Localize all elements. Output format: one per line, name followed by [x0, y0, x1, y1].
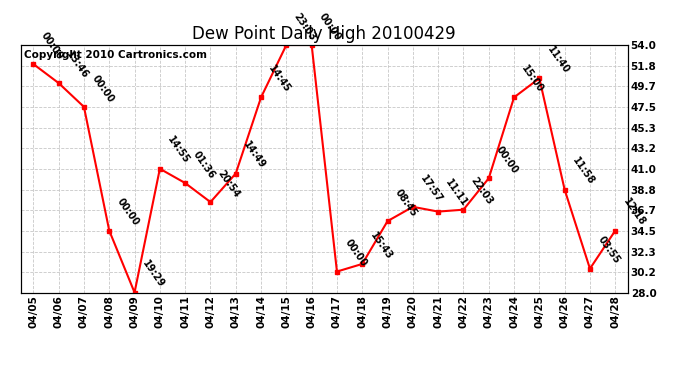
- Text: 00:00: 00:00: [90, 73, 115, 104]
- Text: 12:18: 12:18: [621, 196, 647, 228]
- Text: 13:46: 13:46: [64, 49, 90, 80]
- Text: 00:00: 00:00: [494, 144, 520, 176]
- Text: 14:55: 14:55: [166, 135, 191, 166]
- Text: 00:00: 00:00: [115, 197, 141, 228]
- Text: 19:29: 19:29: [140, 259, 166, 290]
- Text: 17:57: 17:57: [418, 173, 444, 204]
- Text: 23:03: 23:03: [292, 11, 318, 42]
- Title: Dew Point Daily High 20100429: Dew Point Daily High 20100429: [193, 26, 456, 44]
- Text: 08:45: 08:45: [393, 187, 419, 218]
- Text: 01:36: 01:36: [190, 149, 217, 180]
- Text: 20:54: 20:54: [216, 168, 242, 199]
- Text: 15:00: 15:00: [520, 63, 546, 94]
- Text: 15:43: 15:43: [368, 230, 394, 261]
- Text: 03:55: 03:55: [595, 235, 622, 266]
- Text: 14:45: 14:45: [266, 63, 293, 94]
- Text: Copyright 2010 Cartronics.com: Copyright 2010 Cartronics.com: [23, 50, 207, 60]
- Text: 22:03: 22:03: [469, 176, 495, 207]
- Text: 00:00: 00:00: [39, 30, 65, 61]
- Text: 00:00: 00:00: [342, 238, 368, 269]
- Text: 11:11: 11:11: [444, 178, 470, 209]
- Text: 14:49: 14:49: [241, 140, 267, 171]
- Text: 11:58: 11:58: [570, 156, 596, 187]
- Text: 00:00: 00:00: [317, 11, 343, 42]
- Text: 11:40: 11:40: [545, 44, 571, 75]
